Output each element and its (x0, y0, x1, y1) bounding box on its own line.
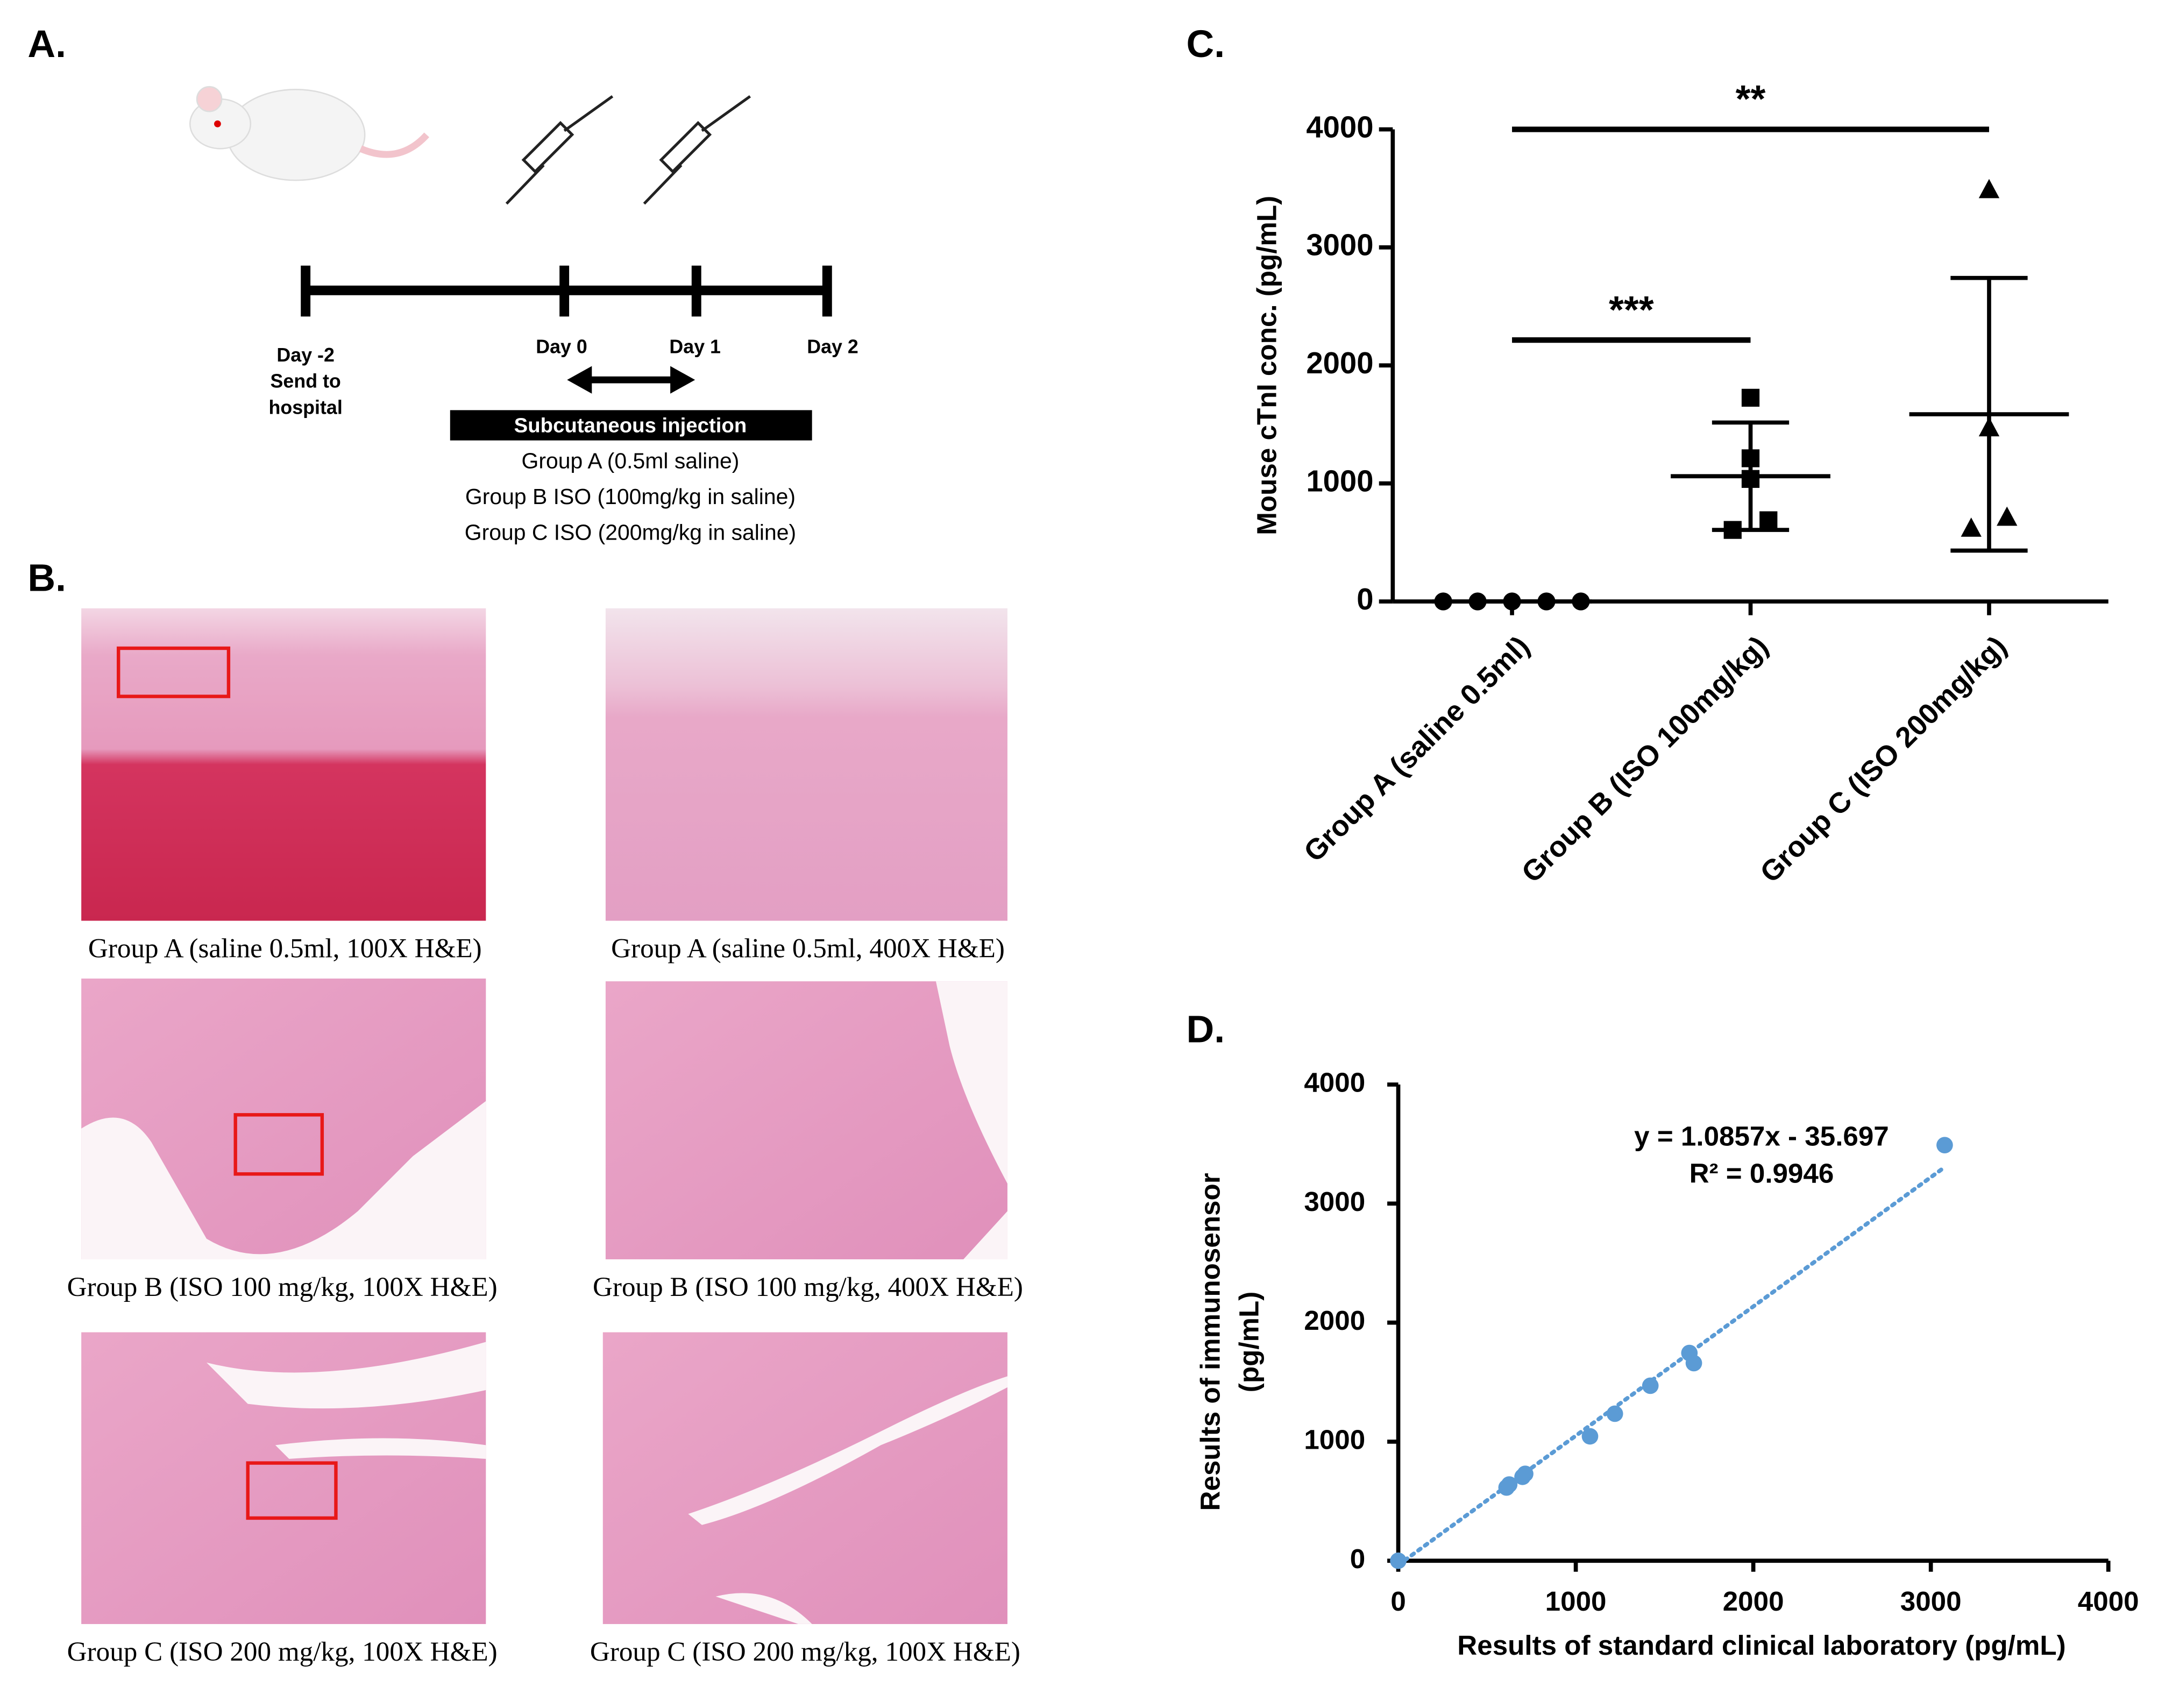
group-label: Group B ISO (100mg/kg in saline) (465, 484, 796, 509)
histology-image (602, 1332, 1007, 1624)
day-label: Day -2 (276, 344, 334, 366)
histology-image (605, 608, 1007, 921)
image-caption: Group A (saline 0.5ml, 100X H&E) (88, 933, 482, 964)
injection-label: Subcutaneous injection (514, 414, 747, 437)
y-axis-label: Mouse cTnI conc. (pg/mL) (1252, 196, 1282, 535)
day-note: Send to (271, 371, 341, 392)
x-tick-label: Group B (ISO 100mg/kg) (1515, 630, 1774, 889)
x-tick-label: 3000 (1900, 1586, 1962, 1617)
data-point (1997, 506, 2018, 526)
data-point (1517, 1465, 1534, 1483)
data-point (1759, 511, 1778, 529)
significance-label: *** (1609, 288, 1654, 331)
data-point (1390, 1552, 1407, 1569)
image-caption: Group C (ISO 200 mg/kg, 100X H&E) (67, 1636, 498, 1667)
data-point (1741, 388, 1760, 407)
histology-image (81, 608, 486, 921)
image-caption: Group B (ISO 100 mg/kg, 100X H&E) (67, 1272, 498, 1302)
panel-label: A. (27, 23, 66, 66)
x-tick-label: 1000 (1545, 1586, 1607, 1617)
histology-image (81, 1332, 486, 1624)
timeline (301, 265, 832, 394)
syringe-icons (505, 95, 751, 205)
histology-image (81, 979, 486, 1259)
y-tick-label: 2000 (1306, 346, 1373, 380)
panel-label: D. (1187, 1008, 1225, 1051)
data-point (1501, 1476, 1518, 1493)
group-label: Group A (0.5ml saline) (522, 448, 740, 473)
image-caption: Group C (ISO 200 mg/kg, 100X H&E) (590, 1636, 1020, 1667)
x-tick-label: Group C (ISO 200mg/kg) (1754, 630, 2013, 889)
x-tick-label: 2000 (1723, 1586, 1784, 1617)
panel-label: C. (1187, 23, 1225, 66)
trendline (1396, 1165, 1947, 1567)
data-point (1978, 179, 2000, 199)
y-tick-label: 2000 (1304, 1305, 1365, 1336)
x-axis-label: Results of standard clinical laboratory … (1457, 1630, 2065, 1661)
data-point (1961, 517, 1982, 537)
y-tick-label: 0 (1350, 1543, 1365, 1574)
y-tick-label: 0 (1357, 582, 1373, 616)
y-tick-label: 1000 (1306, 464, 1373, 498)
image-caption: Group A (saline 0.5ml, 400X H&E) (611, 933, 1005, 964)
mouse-icon (189, 86, 430, 181)
day-label: Day 1 (669, 336, 721, 358)
y-axis-label: (pg/mL) (1233, 1292, 1264, 1393)
panel-label: B. (27, 557, 66, 600)
injection-box (450, 410, 812, 441)
highlight-boxes (117, 646, 338, 1520)
y-tick-label: 3000 (1304, 1186, 1365, 1217)
day-label: Day 0 (536, 336, 587, 358)
y-tick-label: 4000 (1306, 110, 1373, 144)
y-tick-label: 3000 (1306, 228, 1373, 262)
y-tick-label: 1000 (1304, 1424, 1365, 1455)
x-tick-label: 0 (1390, 1586, 1405, 1617)
data-point (1581, 1428, 1599, 1445)
significance-label: ** (1736, 77, 1766, 121)
trendline-equation: y = 1.0857x - 35.697 (1634, 1121, 1889, 1151)
histology-image (605, 981, 1007, 1259)
x-tick-label: 4000 (2078, 1586, 2139, 1617)
data-point (1685, 1355, 1702, 1372)
data-point (1936, 1137, 1953, 1154)
group-label: Group C ISO (200mg/kg in saline) (465, 520, 796, 544)
data-point (1606, 1405, 1623, 1422)
y-axis-label: Results of immunosensor (1195, 1173, 1226, 1511)
day-label: Day 2 (807, 336, 858, 358)
x-tick-label: Group A (saline 0.5ml) (1297, 630, 1536, 868)
y-tick-label: 4000 (1304, 1067, 1365, 1098)
day-note: hospital (269, 396, 343, 418)
data-point (1642, 1377, 1659, 1394)
trendline-r2: R² = 0.9946 (1690, 1158, 1834, 1188)
image-caption: Group B (ISO 100 mg/kg, 400X H&E) (593, 1272, 1023, 1302)
